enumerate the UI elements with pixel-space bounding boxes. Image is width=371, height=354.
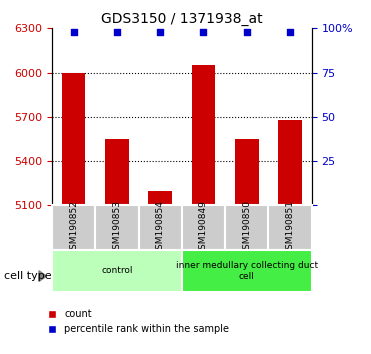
Bar: [182, 250, 312, 292]
Point: [244, 29, 250, 35]
Title: GDS3150 / 1371938_at: GDS3150 / 1371938_at: [101, 12, 263, 26]
Text: GSM190853: GSM190853: [112, 200, 121, 255]
Point: [157, 29, 163, 35]
Text: inner medullary collecting duct
cell: inner medullary collecting duct cell: [175, 261, 318, 280]
Text: cell type: cell type: [4, 271, 51, 281]
Point: [200, 29, 206, 35]
Bar: [191, 65, 215, 205]
Text: GSM190851: GSM190851: [286, 200, 295, 255]
Text: GSM190854: GSM190854: [156, 200, 165, 255]
Point: [114, 29, 120, 35]
Polygon shape: [39, 271, 46, 281]
Text: control: control: [101, 266, 132, 275]
Bar: [52, 205, 95, 250]
Text: GSM190849: GSM190849: [199, 200, 208, 255]
Bar: [268, 205, 312, 250]
Bar: [95, 205, 138, 250]
Bar: [182, 205, 225, 250]
Point: [287, 29, 293, 35]
Bar: [278, 120, 302, 205]
Legend: count, percentile rank within the sample: count, percentile rank within the sample: [42, 309, 229, 334]
Bar: [52, 250, 182, 292]
Bar: [235, 139, 259, 205]
Bar: [148, 190, 172, 205]
Bar: [105, 139, 129, 205]
Text: GSM190852: GSM190852: [69, 200, 78, 255]
Bar: [62, 73, 85, 205]
Bar: [225, 205, 268, 250]
Text: GSM190850: GSM190850: [242, 200, 251, 255]
Point: [70, 29, 76, 35]
Bar: [138, 205, 182, 250]
